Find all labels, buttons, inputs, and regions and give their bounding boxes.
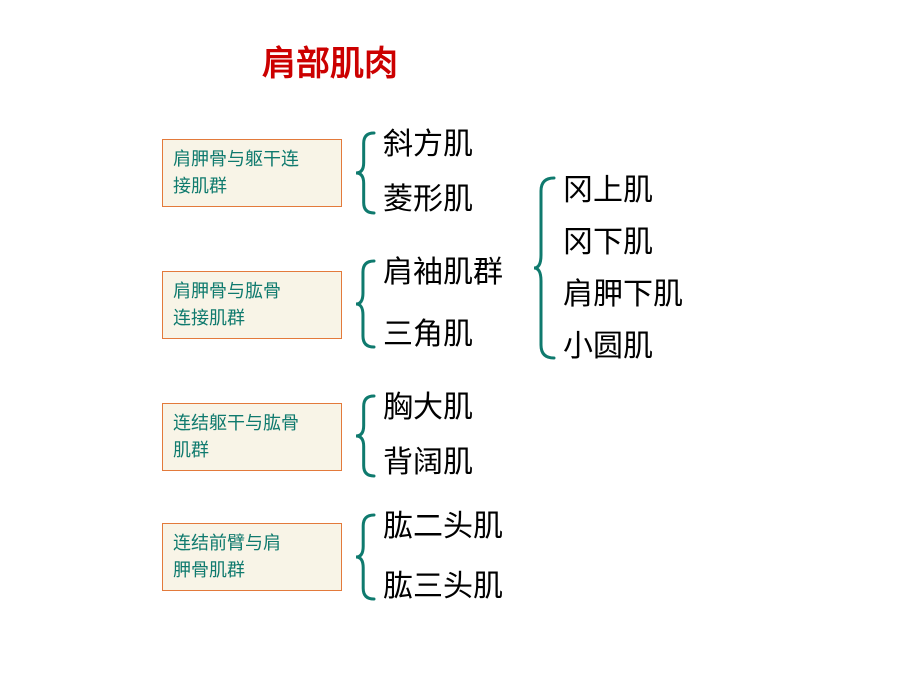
muscle-label: 肩袖肌群 (383, 258, 503, 288)
brace-connector (353, 393, 377, 479)
muscle-label: 斜方肌 (383, 130, 473, 160)
brace-connector (531, 175, 557, 361)
muscle-label: 肱二头肌 (383, 512, 503, 542)
muscle-label: 肩胛下肌 (563, 280, 683, 310)
brace-connector (353, 258, 377, 350)
category-box-line: 肌群 (173, 437, 331, 464)
category-box-line: 连结前臂与肩 (173, 530, 331, 557)
category-box: 连结躯干与肱骨肌群 (162, 403, 342, 471)
muscle-label: 胸大肌 (383, 393, 473, 423)
muscle-label: 背阔肌 (383, 448, 473, 478)
category-box-line: 连结躯干与肱骨 (173, 410, 331, 437)
category-box: 肩胛骨与肱骨连接肌群 (162, 271, 342, 339)
muscle-label: 三角肌 (383, 320, 473, 350)
category-box: 肩胛骨与躯干连接肌群 (162, 139, 342, 207)
category-box-line: 肩胛骨与肱骨 (173, 278, 331, 305)
brace-connector (353, 130, 377, 216)
muscle-label: 菱形肌 (383, 185, 473, 215)
category-box: 连结前臂与肩胛骨肌群 (162, 523, 342, 591)
category-box-line: 胛骨肌群 (173, 557, 331, 584)
muscle-label: 冈上肌 (563, 176, 653, 206)
muscle-label: 冈下肌 (563, 228, 653, 258)
muscle-label: 肱三头肌 (383, 572, 503, 602)
category-box-line: 接肌群 (173, 173, 331, 200)
category-box-line: 连接肌群 (173, 305, 331, 332)
category-box-line: 肩胛骨与躯干连 (173, 146, 331, 173)
brace-connector (353, 512, 377, 602)
diagram-title: 肩部肌肉 (262, 36, 398, 85)
muscle-label: 小圆肌 (563, 332, 653, 362)
